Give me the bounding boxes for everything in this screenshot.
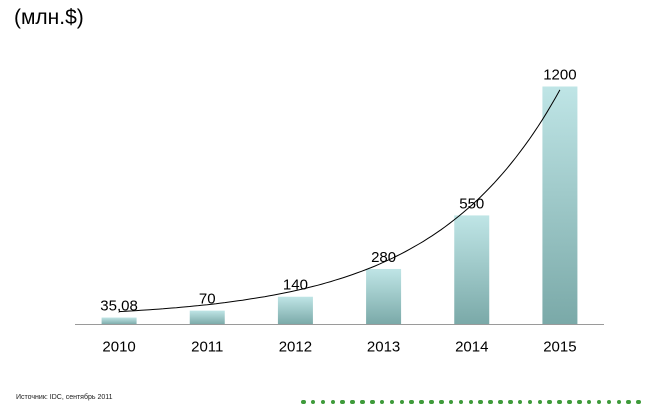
decorative-dot [508,399,513,405]
x-tick-label-2011: 2011 [191,339,223,356]
trend-line [119,89,561,313]
decorative-dot [596,399,602,405]
data-label-2013: 280 [371,249,396,266]
decorative-dot [429,399,434,405]
bars-layer [101,86,578,325]
decorative-dot [448,399,454,405]
decorative-dot [360,399,365,405]
decorative-dot [468,399,474,405]
bar-2011 [189,310,225,325]
decorative-dot [458,399,464,405]
data-label-2012: 140 [283,277,308,294]
x-tick-label-2010: 2010 [102,339,135,356]
decorative-dot [488,399,493,405]
decorative-dot [370,399,375,405]
decorative-dot [616,399,621,405]
decorative-dot [636,399,641,405]
decorative-dot [310,399,316,405]
decorative-dot [320,399,326,405]
decorative-dot [517,399,523,405]
decorative-dot [379,399,385,405]
bar-2012 [277,296,313,325]
bar-2014 [454,215,490,325]
decorative-dot [547,399,552,405]
decorative-dot [557,399,562,405]
decorative-dot [537,399,543,405]
decorative-dot [586,399,592,405]
decorative-dot [350,399,355,405]
decorative-dot [399,399,405,405]
x-tick-label-2014: 2014 [455,339,488,356]
decorative-dot [478,399,483,405]
decorative-dot [527,399,533,405]
decorative-dot [498,399,503,405]
labels-layer: 35,08 2010 70 2011 140 2012 280 2013 550 2014 1200… [100,67,576,356]
bar-2013 [366,268,402,325]
source-note: Источник: IDC, сентябрь 2011 [16,394,113,401]
bar-2015 [542,86,578,325]
data-label-2011: 70 [199,291,216,308]
data-label-2014: 550 [459,195,484,212]
decorative-dot [389,399,395,405]
decorative-dot [567,399,572,405]
decorative-dot [330,399,336,405]
decorative-dot [340,399,345,405]
decorative-dot [577,399,582,405]
decorative-dots [301,398,641,406]
x-tick-label-2013: 2013 [367,339,400,356]
x-tick-label-2015: 2015 [543,339,576,356]
x-tick-label-2012: 2012 [279,339,312,356]
decorative-dot [439,399,444,405]
bar-chart: 35,08 2010 70 2011 140 2012 280 2013 550 2014 1200… [75,67,604,356]
decorative-dot [301,399,306,405]
data-label-2015: 1200 [543,67,576,84]
decorative-dot [606,399,612,405]
decorative-dot [409,399,414,405]
unit-label: (млн.$) [14,6,84,29]
decorative-dot [419,399,424,405]
bar-2010 [101,317,137,325]
decorative-dot [626,399,631,405]
data-label-2010: 35,08 [100,298,138,315]
